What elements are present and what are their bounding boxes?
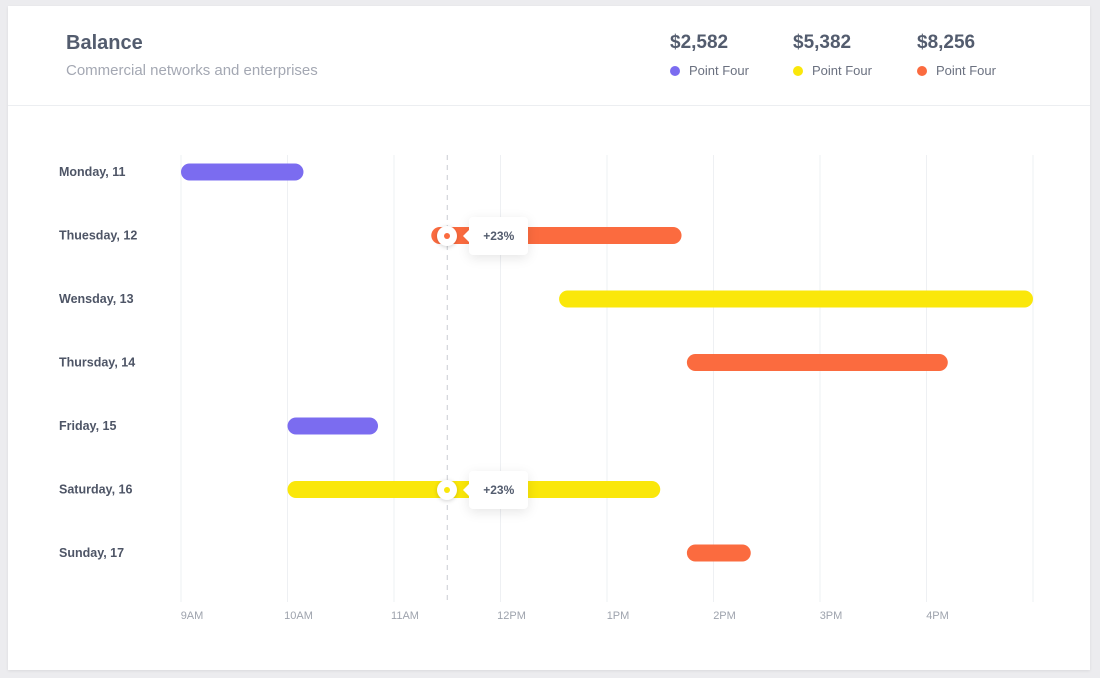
legend-label: Point Four: [689, 63, 749, 78]
gantt-bar: [686, 354, 948, 371]
x-tick-label: 2PM: [713, 610, 736, 622]
row-label: Thursday, 14: [59, 356, 135, 370]
stat-value: $5,382: [793, 32, 852, 53]
legend-item: Point Four: [917, 63, 996, 78]
stat-yellow: $5,382 Point Four: [793, 32, 872, 78]
row-label: Saturday, 16: [59, 483, 132, 497]
stat-purple: $2,582 Point Four: [670, 32, 749, 78]
x-tick-label: 1PM: [607, 610, 630, 622]
card-title: Balance: [66, 32, 143, 54]
legend-dot-icon: [917, 65, 927, 76]
bar-tooltip: +23%: [463, 216, 529, 255]
legend-label: Point Four: [812, 63, 872, 78]
gantt-bar: [181, 163, 304, 181]
row-label: Monday, 11: [59, 165, 126, 179]
legend-label: Point Four: [936, 63, 996, 78]
progress-pin-icon: [437, 225, 458, 246]
row-label: Sunday, 17: [59, 546, 124, 560]
balance-card: Balance Commercial networks and enterpri…: [8, 6, 1090, 670]
legend-item: Point Four: [793, 63, 872, 78]
gantt-bar: [559, 290, 1033, 308]
x-tick-label: 9AM: [181, 610, 204, 622]
x-tick-label: 11AM: [391, 610, 419, 622]
progress-pin-icon: [437, 479, 458, 500]
x-tick-label: 10AM: [284, 610, 313, 622]
x-tick-label: 4PM: [926, 610, 949, 622]
card-header: Balance Commercial networks and enterpri…: [8, 6, 1090, 106]
row-label: Thuesday, 12: [59, 229, 137, 243]
stat-value: $8,256: [917, 32, 976, 53]
gantt-bar: [686, 544, 751, 562]
pin-center-icon: [444, 232, 451, 239]
stat-value: $2,582: [670, 32, 729, 53]
row-label: Friday, 15: [59, 419, 116, 433]
legend-dot-icon: [793, 65, 803, 76]
gantt-bar: [287, 417, 379, 435]
legend-dot-icon: [670, 65, 680, 76]
card-subtitle: Commercial networks and enterprises: [66, 62, 318, 79]
stat-orange: $8,256 Point Four: [917, 32, 996, 78]
x-tick-label: 12PM: [497, 610, 526, 622]
x-tick-label: 3PM: [820, 610, 843, 622]
bar-tooltip: +23%: [463, 470, 529, 509]
row-label: Wensday, 13: [59, 292, 134, 306]
pin-center-icon: [444, 486, 451, 493]
legend-item: Point Four: [670, 63, 749, 78]
